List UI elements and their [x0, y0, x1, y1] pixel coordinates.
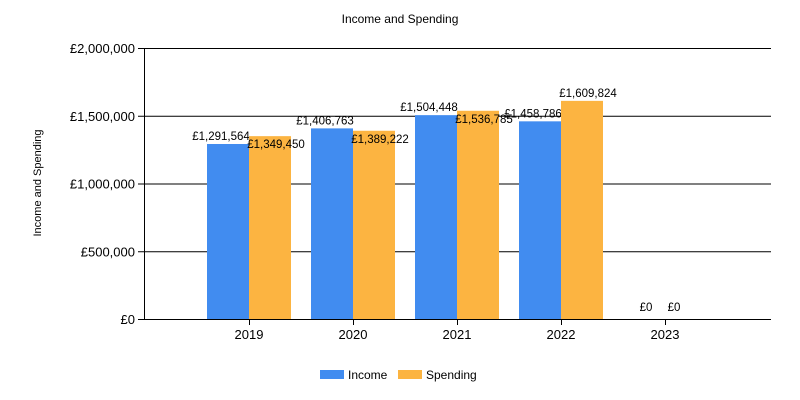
data-label: £1,609,824 — [559, 88, 617, 100]
bar-income-2020 — [311, 128, 353, 319]
bar-income-2019 — [207, 143, 249, 319]
legend: Income Spending — [320, 368, 477, 382]
legend-label-spending: Spending — [426, 368, 477, 382]
y-tick-label: £1,000,000 — [70, 177, 135, 192]
chart-title: Income and Spending — [342, 12, 459, 26]
bar-income-2021 — [415, 115, 457, 319]
y-tick-label: £2,000,000 — [70, 41, 135, 56]
data-label: £1,291,564 — [192, 131, 250, 143]
bar-income-2022 — [519, 121, 561, 319]
data-label: £0 — [668, 302, 681, 314]
bar-spending-2022 — [561, 100, 603, 319]
y-axis-label: Income and Spending — [32, 129, 44, 236]
plot-area: £0 £500,000 £1,000,000 £1,500,000 £2,000,000… — [70, 41, 771, 342]
x-tick-label: 2020 — [339, 327, 368, 342]
data-label: £0 — [640, 302, 653, 314]
x-tick-label: 2019 — [235, 327, 264, 342]
legend-swatch-income — [320, 370, 344, 379]
data-label: £1,458,786 — [504, 108, 562, 120]
x-tick-label: 2023 — [651, 327, 680, 342]
bar-spending-2019 — [249, 136, 291, 319]
legend-label-income: Income — [348, 368, 388, 382]
y-tick-label: £500,000 — [81, 244, 135, 259]
legend-swatch-spending — [398, 370, 422, 379]
data-label: £1,504,448 — [400, 102, 458, 114]
data-label: £1,389,222 — [351, 134, 409, 146]
x-tick-label: 2021 — [443, 327, 472, 342]
data-label: £1,536,785 — [455, 114, 513, 126]
data-label: £1,406,763 — [296, 115, 354, 127]
data-label: £1,349,450 — [247, 139, 305, 151]
y-tick-label: £1,500,000 — [70, 109, 135, 124]
bar-spending-2020 — [353, 130, 395, 319]
bar-spending-2021 — [457, 110, 499, 320]
y-tick-label: £0 — [121, 312, 135, 327]
x-tick-label: 2022 — [547, 327, 576, 342]
